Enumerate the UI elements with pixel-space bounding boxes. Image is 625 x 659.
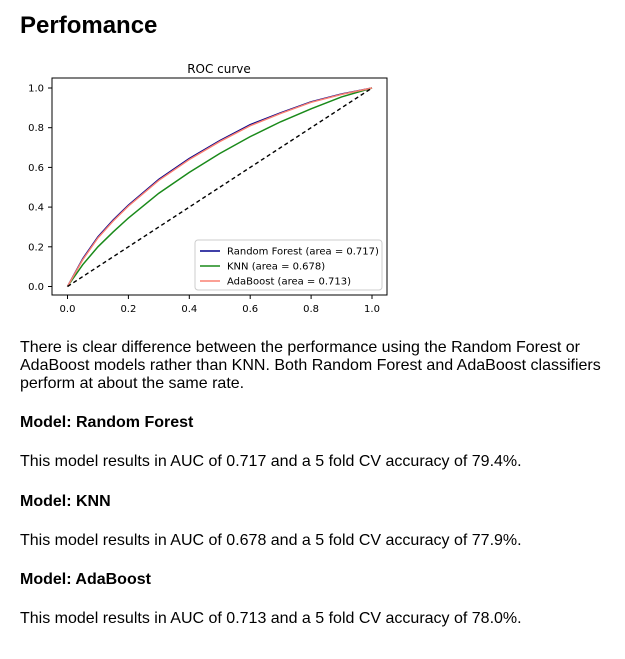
- y-tick-label: 0.4: [28, 203, 44, 214]
- page-title: Perfomance: [20, 12, 158, 39]
- summary-text: There is clear difference between the pe…: [20, 339, 601, 392]
- roc-chart: ROC curve 0.0 0.2 0.4 0.6 0.8 1.0 0.0 0.2 0.4 0.6…: [28, 62, 388, 315]
- x-tick-label: 0.8: [303, 304, 319, 315]
- series-line-2: [66, 87, 373, 287]
- model-heading-adaboost: Model: AdaBoost: [20, 571, 151, 588]
- legend-box: [194, 239, 383, 291]
- y-tick-label: 1.0: [28, 84, 44, 95]
- reference-diagonal-line: [67, 87, 373, 288]
- model-result-random-forest: This model results in AUC of 0.717 and a…: [20, 453, 522, 470]
- model-heading-knn: Model: KNN: [20, 493, 111, 510]
- y-tick-label: 0.2: [28, 242, 44, 253]
- y-tick-label: 0.0: [28, 282, 44, 293]
- chart-legend: Random Forest (area = 0.717) KNN (area = …: [194, 239, 383, 291]
- model-heading-random-forest: Model: Random Forest: [20, 414, 194, 431]
- legend-label: AdaBoost (area = 0.713): [227, 277, 351, 288]
- legend-label: Random Forest (area = 0.717): [227, 247, 379, 258]
- x-tick-label: 1.0: [364, 304, 380, 315]
- x-tick-label: 0.6: [242, 304, 258, 315]
- plot-area: 0.0 0.2 0.4 0.6 0.8 1.0 0.0 0.2 0.4 0.6 0.8 1.0: [28, 77, 388, 315]
- chart-title: ROC curve: [187, 62, 251, 76]
- axes-frame: [51, 77, 388, 296]
- series-line-1: [66, 87, 373, 287]
- x-tick-label: 0.4: [181, 304, 197, 315]
- x-tick-label: 0.2: [120, 304, 136, 315]
- legend-label: KNN (area = 0.678): [227, 262, 325, 273]
- y-tick-label: 0.6: [28, 163, 44, 174]
- model-result-adaboost: This model results in AUC of 0.713 and a…: [20, 610, 522, 627]
- y-tick-label: 0.8: [28, 123, 44, 134]
- model-result-knn: This model results in AUC of 0.678 and a…: [20, 532, 522, 549]
- x-tick-label: 0.0: [60, 304, 76, 315]
